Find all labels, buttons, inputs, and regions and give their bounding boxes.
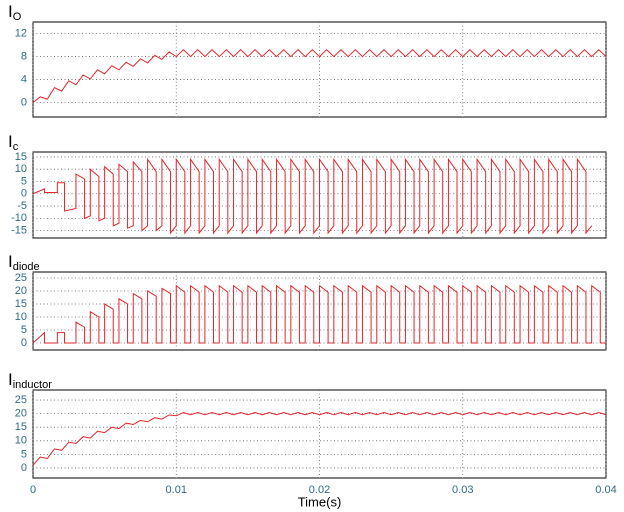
y-tick-label: 4 <box>21 73 27 85</box>
y-tick-label: 15 <box>15 421 27 433</box>
plot-frame <box>32 21 607 118</box>
x-axis-label: Time(s) <box>298 494 342 509</box>
panel-title: Iinductor <box>8 370 52 391</box>
title-sub: diode <box>13 261 40 273</box>
title-main: I <box>8 370 13 389</box>
y-tick-label: -15 <box>11 225 27 237</box>
title-sub: c <box>13 141 19 153</box>
title-sub: O <box>13 11 22 23</box>
y-tick-label: 0 <box>21 462 27 474</box>
y-tick-label: 10 <box>15 311 27 323</box>
y-tick-label: 5 <box>21 448 27 460</box>
y-tick-label: -5 <box>17 200 27 212</box>
x-tick-label: 0.04 <box>595 484 616 496</box>
title-main: I <box>8 252 13 271</box>
series-line <box>32 157 593 235</box>
series-line <box>32 412 607 466</box>
x-tick-label: 0.03 <box>452 484 473 496</box>
y-tick-label: 20 <box>15 408 27 420</box>
x-tick-label: 0.02 <box>309 484 330 496</box>
title-sub: inductor <box>13 379 52 391</box>
series-line <box>32 284 606 344</box>
y-tick-label: 10 <box>15 163 27 175</box>
y-tick-label: 0 <box>21 97 27 109</box>
y-tick-label: 8 <box>21 50 27 62</box>
y-tick-label: 25 <box>15 272 27 284</box>
panel-title: Ic <box>8 132 19 153</box>
y-tick-label: -10 <box>11 212 27 224</box>
title-main: I <box>8 132 13 151</box>
y-tick-label: 0 <box>21 337 27 349</box>
title-main: I <box>8 2 13 21</box>
plot-frame <box>32 389 607 479</box>
y-tick-label: 0 <box>21 188 27 200</box>
y-tick-label: 5 <box>21 175 27 187</box>
y-tick-label: 15 <box>15 298 27 310</box>
y-tick-label: 12 <box>15 27 27 39</box>
panel-title: Idiode <box>8 252 40 273</box>
y-tick-label: 20 <box>15 285 27 297</box>
series-line <box>32 48 607 103</box>
x-tick-label: 0 <box>30 484 36 496</box>
panel-title: IO <box>8 2 22 23</box>
x-tick-label: 0.01 <box>166 484 187 496</box>
y-tick-label: 25 <box>15 394 27 406</box>
y-tick-label: 10 <box>15 435 27 447</box>
y-tick-label: 5 <box>21 324 27 336</box>
y-tick-label: 15 <box>15 151 27 163</box>
